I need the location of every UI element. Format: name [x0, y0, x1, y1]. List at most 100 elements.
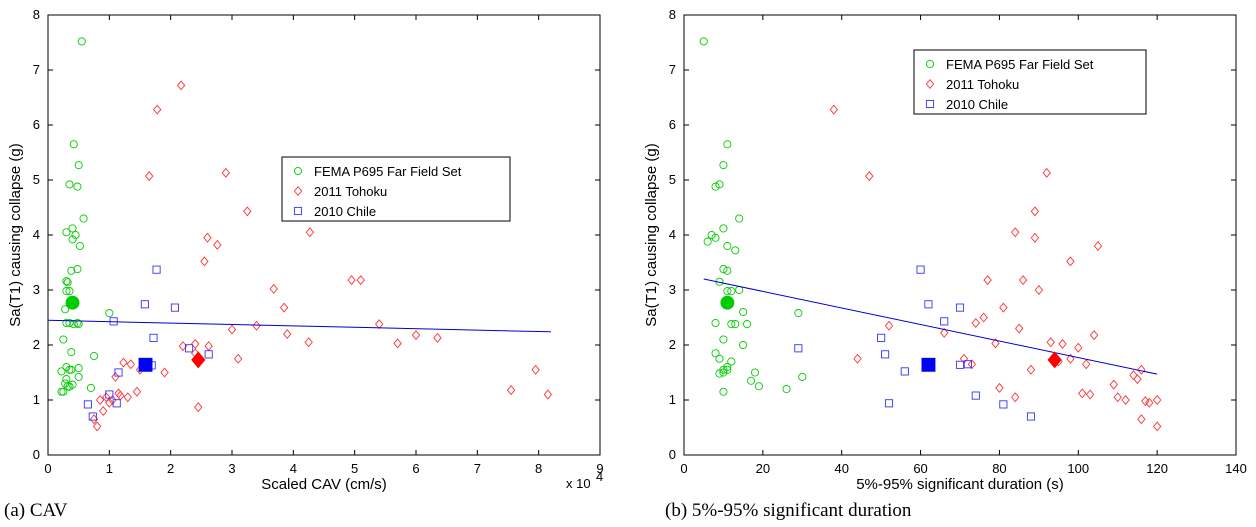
data-point [940, 327, 949, 338]
data-point [940, 317, 949, 326]
data-point [531, 364, 540, 375]
data-point [782, 384, 791, 394]
x-tick-label: 120 [1146, 461, 1168, 476]
data-point [719, 161, 728, 170]
legend: FEMA P695 Far Field Set 2011 Tohoku 2010 C… [913, 49, 1147, 115]
data-point [203, 232, 212, 243]
data-point [707, 230, 716, 240]
x-tick-label: 20 [756, 461, 770, 476]
data-point [794, 309, 803, 318]
data-point [65, 318, 74, 328]
data-point [719, 265, 728, 274]
x-tick-label: 5 [351, 461, 358, 476]
data-point [731, 320, 740, 329]
data-point [92, 421, 102, 432]
x-tick-label: 3 [228, 461, 235, 476]
x-tick-label: 6 [412, 461, 419, 476]
data-point [1145, 397, 1154, 408]
x-tick-label: 80 [992, 461, 1006, 476]
data-point [1089, 330, 1099, 341]
data-point [176, 80, 186, 91]
data-point [723, 287, 732, 296]
data-point [347, 275, 356, 286]
data-point [877, 333, 886, 342]
y-tick-label: 5 [33, 172, 40, 187]
data-point [140, 300, 149, 309]
data-point [727, 320, 736, 329]
y-tick-label: 2 [33, 337, 40, 352]
data-point [112, 399, 121, 408]
legend-label: 2010 Chile [314, 204, 376, 219]
data-point [68, 224, 77, 233]
data-point [152, 265, 161, 274]
data-point [74, 161, 83, 170]
data-point [61, 305, 70, 314]
x-tick-label: 140 [1225, 461, 1247, 476]
chart-panel-b: 0 20 40 60 80 100 120 140 0 1 2 3 4 5 6 7 8 5%-95% signif… [643, 7, 1247, 493]
legend-marker [293, 206, 303, 216]
data-point [71, 230, 80, 240]
y-axis-label: Sa(T1) causing collapse (g) [7, 143, 24, 326]
y-tick-label: 1 [669, 392, 676, 407]
data-point [102, 392, 111, 403]
data-point [89, 351, 99, 361]
x-multiplier-exponent: 4 [596, 469, 603, 484]
data-point [1042, 167, 1051, 178]
caption-a: (a) CAV [4, 500, 68, 521]
y-axis-label: Sa(T1) causing collapse (g) [643, 143, 660, 326]
data-point [67, 266, 76, 275]
data-point [59, 335, 68, 344]
data-point [170, 303, 180, 312]
trend-line [703, 278, 1158, 375]
data-point [1046, 337, 1055, 348]
y-tick-label: 4 [669, 227, 676, 242]
legend-label: 2011 Tohoku [946, 77, 1019, 92]
data-point [283, 328, 292, 340]
data-point [754, 382, 763, 391]
y-tick-label: 7 [669, 62, 676, 77]
legend-box [281, 156, 511, 222]
data-point [955, 360, 965, 369]
data-point [1081, 359, 1091, 370]
x-multiplier-label: x 10 [566, 476, 591, 491]
caption-b: (b) 5%-95% significant duration [665, 500, 912, 521]
data-point [963, 360, 972, 369]
trend-line [47, 319, 551, 333]
data-point [719, 368, 728, 377]
data-point [727, 287, 736, 296]
data-point [191, 338, 200, 349]
data-point [63, 278, 72, 287]
data-point [971, 391, 980, 400]
y-tick-label: 6 [33, 117, 40, 132]
data-point [703, 237, 712, 246]
chart-panel-a: 0 1 2 3 4 5 6 7 8 9 0 1 2 3 4 5 6 7 8 Scaled CAV (cm/s) Sa(T… [7, 7, 604, 493]
data-point [884, 399, 894, 408]
y-tick-label: 6 [669, 117, 676, 132]
data-point [719, 387, 728, 396]
y-tick-label: 4 [33, 227, 40, 242]
x-tick-label: 100 [1067, 461, 1089, 476]
y-tick-label: 8 [33, 7, 40, 22]
data-point [719, 224, 728, 233]
data-point [829, 104, 839, 115]
y-tick-label: 5 [669, 172, 676, 187]
data-point [411, 330, 421, 341]
data-point [233, 353, 243, 364]
data-point [865, 171, 874, 182]
data-point [74, 372, 83, 381]
data-point [75, 241, 84, 251]
data-point [1058, 338, 1067, 349]
data-point [213, 239, 222, 250]
data-point [200, 256, 209, 267]
x-tick-label: 40 [834, 461, 848, 476]
data-point [1026, 412, 1036, 421]
legend-marker [925, 99, 935, 109]
data-point [727, 357, 736, 366]
data-point [132, 386, 142, 397]
data-point [1137, 364, 1146, 375]
y-tick-label: 3 [33, 282, 40, 297]
data-point [86, 383, 95, 392]
summary-point [65, 295, 80, 310]
data-point [67, 348, 76, 357]
